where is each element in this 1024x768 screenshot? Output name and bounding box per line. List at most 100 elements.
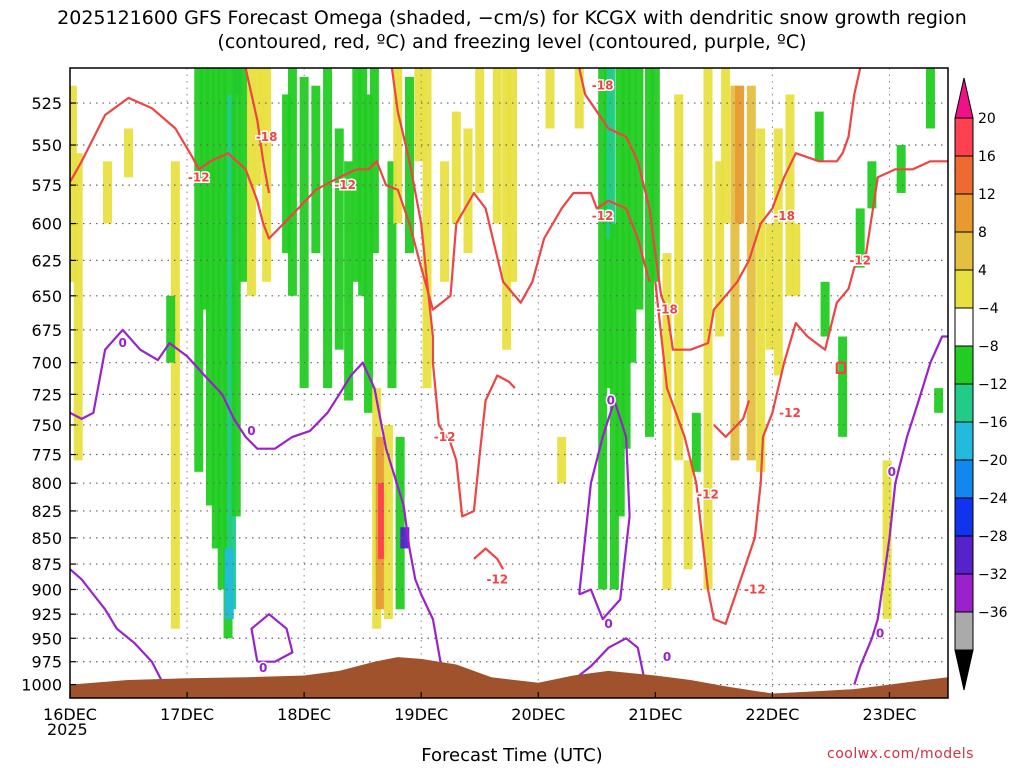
dendritic-contour-12-loop <box>473 547 505 570</box>
y-tick-label: 875 <box>31 555 62 574</box>
contour-label: -18 <box>773 209 795 223</box>
omega-shade-column <box>364 94 374 413</box>
omega-shade-column <box>644 68 654 437</box>
omega-shade-column <box>311 85 321 254</box>
omega-shade-column <box>422 68 432 389</box>
dendritic-contour-12-mid <box>390 68 516 518</box>
terrain <box>70 657 948 698</box>
omega-shade-column <box>211 68 221 549</box>
x-axis-label: Forecast Time (UTC) <box>421 745 603 766</box>
omega-shade-column <box>609 223 619 590</box>
colorbar-segment <box>954 535 974 575</box>
colorbar-segment <box>954 307 974 347</box>
x-tick-label: 16DEC <box>43 705 97 724</box>
omega-shade-column <box>383 424 393 620</box>
y-tick-label: 725 <box>31 385 62 404</box>
omega-shade-column <box>557 436 567 484</box>
y-tick-label: 550 <box>31 136 62 155</box>
omega-shade-column <box>814 111 824 162</box>
omega-shade-column <box>598 68 608 590</box>
y-tick-label: 825 <box>31 502 62 521</box>
omega-shade-column <box>662 253 672 590</box>
omega-shade-column <box>615 68 625 517</box>
freezing-level-contour-mid <box>578 399 631 621</box>
omega-shade-column <box>574 68 584 129</box>
omega-shade-column <box>621 68 631 449</box>
omega-shade-column <box>102 161 112 224</box>
colorbar-label: −4 <box>978 301 999 317</box>
omega-shade-column <box>691 412 701 472</box>
contour-label: 0 <box>604 617 612 631</box>
omega-shade-column <box>287 68 297 296</box>
omega-shade-column <box>634 68 644 310</box>
colorbar-label: 12 <box>978 187 996 203</box>
contour-label: -12 <box>334 178 356 192</box>
colorbar-label: −36 <box>978 605 1008 621</box>
dendritic-contour-18-right <box>578 68 862 351</box>
x-axis: 16DEC 17DEC 18DEC 19DEC 20DEC 21DEC 22DEC 23DEC <box>43 692 916 724</box>
contour-label: 0 <box>259 661 267 675</box>
colorbar-label: −28 <box>978 529 1008 545</box>
omega-shade-column <box>674 94 684 461</box>
colorbar-segment <box>954 497 974 537</box>
contour-label: -12 <box>486 572 508 586</box>
freezing-level-contour-loop <box>250 613 294 663</box>
contour-label: -18 <box>592 79 614 93</box>
dendritic-contour-18-a <box>244 68 271 194</box>
contour-label: -12 <box>434 430 456 444</box>
colorbar-label: −32 <box>978 567 1008 583</box>
omega-shade-column <box>393 68 403 224</box>
omega-shade-column <box>855 208 865 268</box>
omega-shade-column <box>358 68 368 296</box>
x-tick-label: 20DEC <box>511 705 565 724</box>
omega-shade-column <box>224 548 234 620</box>
x-tick-label: 17DEC <box>160 705 214 724</box>
y-tick-label: 750 <box>31 416 62 435</box>
omega-shade-column <box>124 128 134 178</box>
omega-shade-column <box>934 388 944 413</box>
colorbar-label: 16 <box>978 149 996 165</box>
contour-label: 0 <box>876 627 884 641</box>
x-tick-label: 21DEC <box>628 705 682 724</box>
contour-label: -18 <box>656 303 678 317</box>
y-tick-label: 700 <box>31 354 62 373</box>
omega-shade-column <box>606 68 616 239</box>
contour-label: -12 <box>849 253 871 267</box>
colorbar-label: −16 <box>978 415 1008 431</box>
omega-shade-column <box>715 161 725 337</box>
omega-shade-column <box>730 85 740 461</box>
x-tick-label: 18DEC <box>277 705 331 724</box>
y-axis: 525 550 575 600 625 650 675 700 725 750 775 800 825 8… <box>21 94 76 695</box>
y-tick-label: 675 <box>31 321 62 340</box>
colorbar-label: 20 <box>978 111 996 127</box>
x-tick-label: 23DEC <box>862 705 916 724</box>
omega-shade-column <box>475 68 485 193</box>
chart-title: 2025121600 GFS Forecast Omega (shaded, −… <box>57 7 967 53</box>
contour-label: -18 <box>256 130 278 144</box>
contour-label: -12 <box>779 406 801 420</box>
omega-shade-column <box>378 483 388 559</box>
colorbar-segment <box>954 231 974 271</box>
colorbar-label: −12 <box>978 377 1008 393</box>
x-tick-label: 22DEC <box>745 705 799 724</box>
omega-shade-column <box>650 68 660 282</box>
contour-label: -12 <box>592 209 614 223</box>
y-tick-label: 625 <box>31 251 62 270</box>
omega-shade-column <box>508 68 518 282</box>
dendritic-contour-12-small <box>713 400 751 438</box>
contour-label: 0 <box>663 650 671 664</box>
freezing-level-contour-left <box>70 328 446 685</box>
omega-shade-column <box>227 94 237 610</box>
colorbar-segment <box>954 345 974 385</box>
omega-shade-column <box>170 161 180 629</box>
omega-shade-column <box>756 128 766 472</box>
omega-shade-column <box>683 460 693 570</box>
omega-shade-column <box>882 460 892 620</box>
omega-shade-column <box>369 68 379 254</box>
omega-shade-column <box>217 68 227 590</box>
y-tick-label: 600 <box>31 215 62 234</box>
colorbar-label: 8 <box>978 225 987 241</box>
y-tick-label: 800 <box>31 474 62 493</box>
omega-shade-column <box>545 68 555 129</box>
colorbar-segment <box>954 611 974 651</box>
